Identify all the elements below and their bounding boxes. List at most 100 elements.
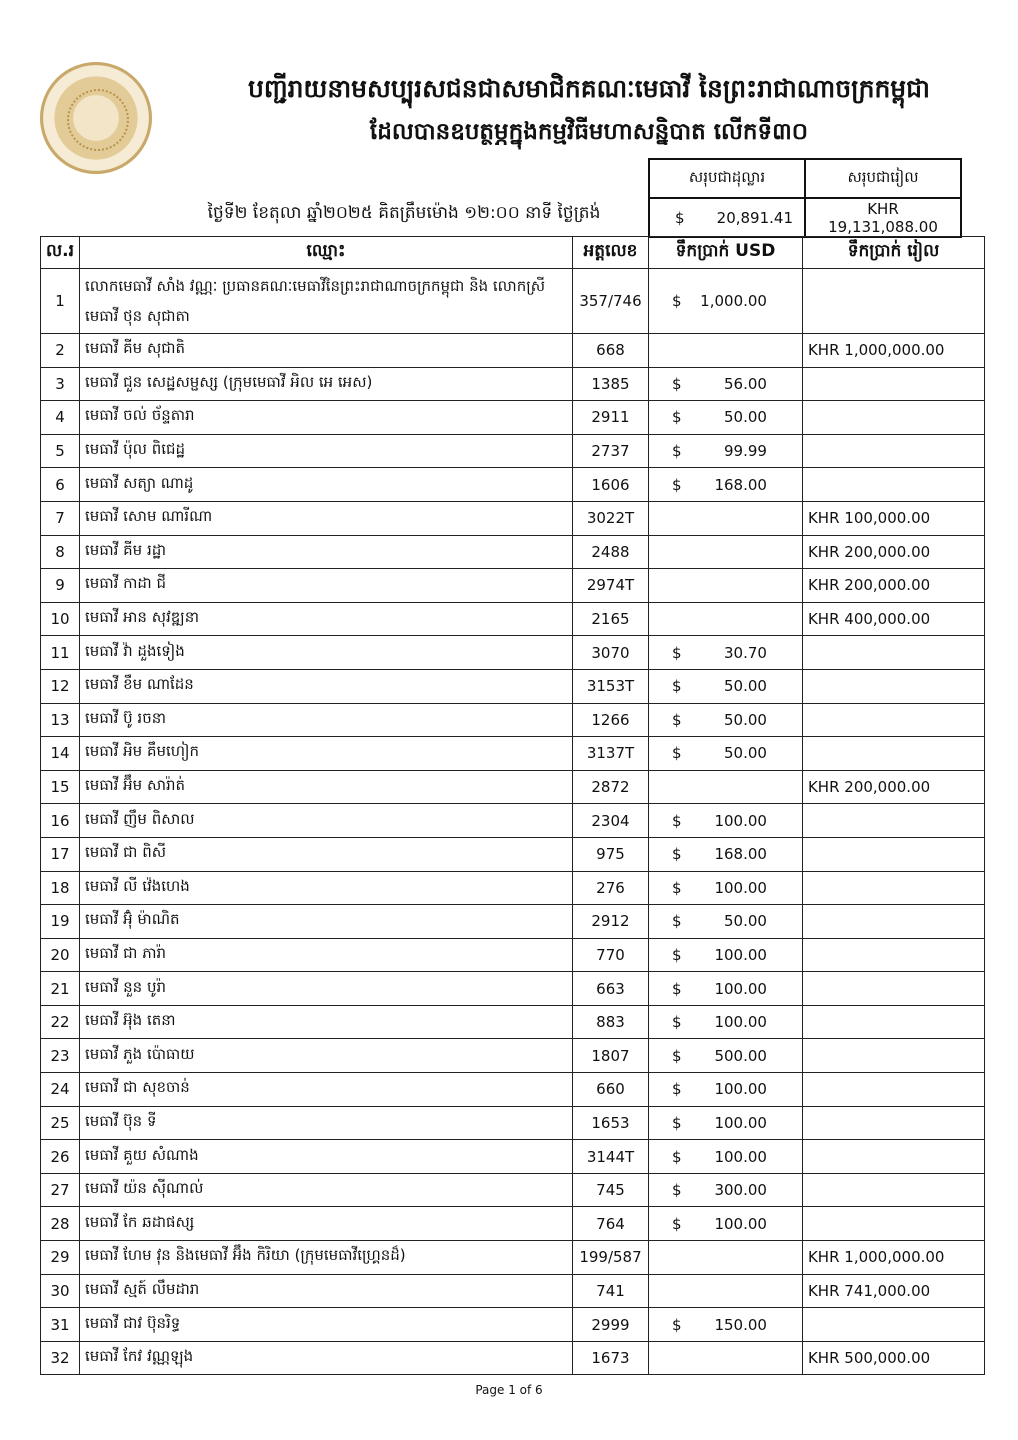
member-id: 276 [572,870,649,906]
donor-name: មេធាវី ខឹម ណាដែន [79,668,573,704]
header-name: ឈ្មោះ [79,236,573,269]
usd-value: 150.00 [714,1315,767,1334]
row-number: 26 [39,1139,81,1174]
member-id: 1807 [572,1038,649,1074]
usd-amount: $50.00 [647,702,803,738]
header-code: អត្តលេខ [572,236,649,269]
usd-amount [647,1273,803,1309]
row-number: 31 [39,1307,81,1342]
khr-amount [801,736,986,771]
khr-amount [801,668,986,704]
khr-amount: KHR 1,000,000.00 [801,1240,986,1275]
donor-name: លោកមេធាវី សាំង វណ្ណៈ ប្រធានគណៈមេធាវីនៃព្… [79,268,573,334]
table-row: 14 មេធាវី អិម គឹមហៀក 3137T $50.00 [39,736,986,771]
usd-value: 50.00 [724,912,767,931]
usd-value: 100.00 [714,1147,767,1166]
usd-symbol: $ [671,1181,682,1200]
row-number: 10 [39,601,81,637]
usd-amount: $1,000.00 [647,268,803,334]
header-khr: ទឹកប្រាក់ រៀល [801,236,986,269]
usd-value: 50.00 [724,710,767,729]
usd-value: 1,000.00 [700,292,767,310]
usd-amount: $100.00 [647,971,803,1006]
donor-name: មេធាវី ភួង ប៉ោធាយ [79,1038,573,1074]
usd-value: 168.00 [714,475,767,494]
table-row: 3 មេធាវី ជួន សេដ្ឋសម្ផស្ស (ក្រុមមេធាវី អិ… [39,366,986,402]
row-number: 17 [39,836,81,872]
usd-amount: $50.00 [647,736,803,771]
khr-amount [801,433,986,469]
usd-symbol: $ [671,945,682,964]
member-id: 1673 [572,1340,649,1376]
khr-amount [801,1105,986,1141]
row-number: 18 [39,870,81,906]
member-id: 2911 [572,400,649,435]
usd-symbol: $ [671,710,682,729]
usd-symbol: $ [671,475,682,494]
row-number: 4 [39,400,81,435]
usd-value: 168.00 [714,845,767,864]
table-row: 32 មេធាវី កែវ វណ្ណឡុង 1673 KHR 500,000.00 [39,1340,986,1376]
table-row: 30 មេធាវី ស្មត៍ លឹមដារា 741 KHR 741,000.00 [39,1273,986,1309]
row-number: 29 [39,1240,81,1275]
row-number: 16 [39,803,81,838]
usd-total: $20,891.41 [648,197,806,238]
table-row: 4 មេធាវី ចល់ ច័ន្ទតារា 2911 $50.00 [39,400,986,435]
row-number: 9 [39,568,81,603]
usd-value: 300.00 [714,1181,767,1200]
usd-value: 50.00 [724,744,767,763]
row-number: 24 [39,1072,81,1107]
donor-name: មេធាវី កាដា ជី [79,568,573,603]
row-number: 7 [39,500,81,536]
usd-amount: $150.00 [647,1307,803,1342]
usd-amount: $50.00 [647,668,803,704]
row-number: 19 [39,904,81,939]
usd-symbol: $ [671,1046,682,1065]
khr-amount [801,467,986,502]
usd-amount: $100.00 [647,1105,803,1141]
table-row: 12 មេធាវី ខឹម ណាដែន 3153T $50.00 [39,668,986,704]
member-id: 357/746 [572,268,649,334]
donor-name: មេធាវី កែ ឆដាផស្ស [79,1206,573,1242]
usd-symbol: $ [671,811,682,830]
donor-name: មេធាវី ជា សុខចាន់ [79,1072,573,1107]
member-id: 3070 [572,635,649,670]
khr-amount [801,1307,986,1342]
khr-amount [801,803,986,838]
khr-amount [801,1038,986,1074]
document-title: បញ្ជីរាយនាមសប្បុរសជនជាសមាជិកគណៈមេធាវី នៃ… [248,74,930,103]
donor-name: មេធាវី សត្យា ណាដូ [79,467,573,502]
row-number: 8 [39,534,81,570]
khr-amount: KHR 500,000.00 [801,1340,986,1376]
usd-symbol: $ [671,442,682,461]
khr-amount [801,870,986,906]
usd-amount: $30.70 [647,635,803,670]
table-row: 16 មេធាវី ញឹម ពិសាល 2304 $100.00 [39,803,986,838]
donor-name: មេធាវី គីម សុជាតិ [79,333,573,368]
usd-value: 100.00 [714,878,767,897]
usd-value: 100.00 [714,1113,767,1132]
member-id: 2872 [572,769,649,805]
khr-amount [801,400,986,435]
khr-amount: KHR 200,000.00 [801,534,986,570]
table-row: 8 មេធាវី គីម រដ្ឋា 2488 KHR 200,000.00 [39,534,986,570]
usd-value: 100.00 [714,1013,767,1032]
khr-amount [801,1139,986,1174]
donor-name: មេធាវី យ៉ន ស៊ីណាល់ [79,1172,573,1208]
table-row: 11 មេធាវី វ៉ា ដួងទៀង 3070 $30.70 [39,635,986,670]
usd-symbol: $ [671,845,682,864]
table-row: 15 មេធាវី អ៊ឹម សារ៉ាត់ 2872 KHR 200,000.00 [39,769,986,805]
member-id: 2488 [572,534,649,570]
donor-name: មេធាវី លី វ៉េងហេង [79,870,573,906]
usd-symbol: $ [671,1013,682,1032]
donor-name: មេធាវី គីម រដ្ឋា [79,534,573,570]
member-id: 1653 [572,1105,649,1141]
usd-amount: $99.99 [647,433,803,469]
donor-name: មេធាវី ប៊ុន ទី [79,1105,573,1141]
row-number: 2 [39,333,81,368]
usd-value: 56.00 [724,374,767,393]
row-number: 22 [39,1004,81,1040]
member-id: 3137T [572,736,649,771]
khr-amount [801,937,986,973]
